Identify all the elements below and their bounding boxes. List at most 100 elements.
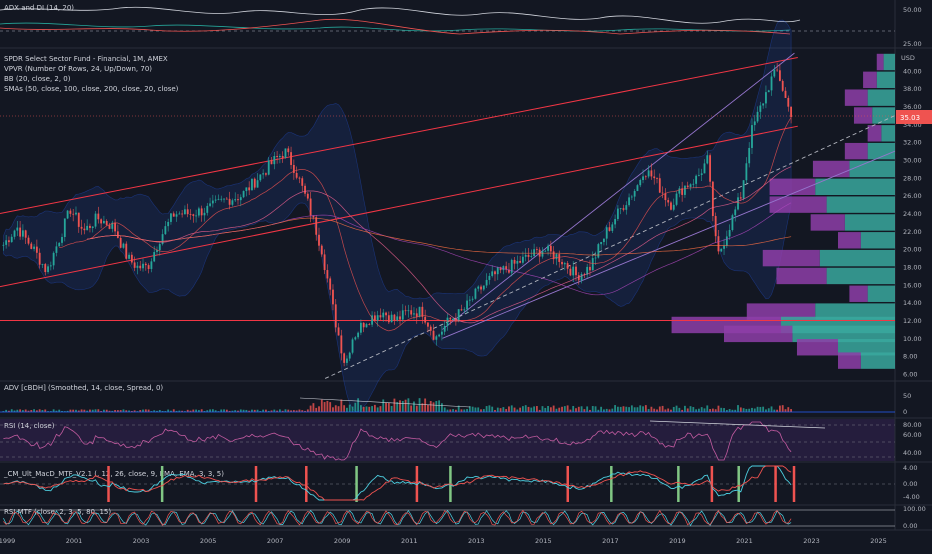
adv-bar: [563, 406, 566, 412]
time-tick: 2021: [736, 537, 753, 545]
candle-body: [5, 240, 8, 245]
candle-body: [656, 178, 658, 179]
candle-body: [413, 313, 415, 315]
rsi-tick-60: 60.00: [903, 431, 922, 439]
candle-body: [572, 266, 575, 276]
adv-bar: [711, 408, 714, 412]
candle-body: [723, 245, 725, 249]
candle-body: [304, 185, 306, 194]
legend-symbol: SPDR Select Sector Fund - Financial, 1M,…: [4, 55, 168, 63]
candle-body: [711, 181, 714, 217]
candle-body: [636, 185, 639, 191]
candle-body: [653, 176, 656, 179]
adv-bar: [681, 409, 684, 412]
adv-bar: [642, 406, 644, 412]
adv-bar: [114, 410, 117, 412]
macd-pane[interactable]: _CM_Ult_MacD_MTF_V2.1 (, 12, 26, close, …: [0, 464, 920, 502]
candle-body: [298, 177, 301, 179]
candle-body: [379, 315, 382, 318]
candle-body: [253, 178, 256, 188]
channel-line-lower: [0, 125, 798, 288]
candle-body: [765, 92, 767, 104]
candle-body: [745, 163, 748, 181]
adv-bar: [577, 406, 580, 412]
adv-bar: [223, 409, 225, 412]
candle-body: [346, 358, 348, 363]
candle-body: [494, 271, 496, 275]
adv-bar: [549, 407, 552, 412]
rsi-pane[interactable]: RSI (14, close) 80.00 60.00 40.00: [0, 420, 922, 461]
candle-body: [725, 236, 728, 246]
candle-body: [505, 266, 508, 270]
candle-body: [259, 174, 262, 181]
main-pane[interactable]: 40.00 38.00 36.00 34.00 32.00 30.00 28.00 26.00…: [0, 19, 932, 412]
candle-body: [200, 208, 203, 216]
adv-bars: [2, 398, 792, 412]
vp-bar-down: [769, 178, 816, 196]
adv-pane[interactable]: ADV [cBDH] (Smoothed, 14, close, Spread,…: [0, 384, 911, 416]
adv-bar: [259, 410, 262, 412]
adv-bar: [368, 406, 371, 412]
rsi-tick-40: 40.00: [903, 449, 922, 457]
candle-body: [404, 310, 407, 312]
candle-body: [170, 213, 172, 222]
vp-bar-down: [724, 325, 793, 343]
adv-bar: [295, 410, 298, 412]
candle-body: [496, 267, 499, 275]
legend-bb: BB (20, close, 2, 0): [4, 75, 71, 83]
candle-body: [270, 160, 273, 165]
adv-bar: [505, 409, 508, 412]
candle-body: [522, 256, 524, 263]
adv-bar: [633, 407, 636, 412]
adv-bar: [242, 409, 245, 412]
vp-bar-down: [838, 232, 861, 249]
price-tick: 40.00: [903, 67, 922, 75]
adv-bar: [689, 406, 692, 412]
adv-bar: [625, 406, 628, 412]
candle-body: [664, 193, 667, 201]
candle-body: [108, 225, 111, 229]
adv-bar: [535, 406, 538, 412]
candle-body: [27, 237, 30, 244]
candle-body: [295, 172, 298, 178]
adv-bar: [10, 409, 13, 412]
candle-body: [650, 170, 653, 177]
rsi-tick-80: 80.00: [903, 421, 922, 429]
rsi-title: RSI (14, close): [4, 422, 55, 430]
adx-pane[interactable]: ADX and DI (14, 20) 50.00 25.00: [0, 4, 922, 48]
candle-body: [446, 317, 449, 326]
adv-bar: [605, 408, 608, 412]
adv-bar: [278, 409, 281, 412]
adv-bar: [429, 400, 432, 412]
candle-body: [586, 266, 589, 275]
adv-bar: [41, 410, 44, 412]
candle-body: [362, 322, 365, 328]
time-tick: 2007: [267, 537, 284, 545]
candle-body: [427, 322, 429, 327]
adv-bar: [460, 409, 463, 412]
adv-bar: [396, 402, 399, 412]
adv-bar: [111, 410, 114, 412]
adv-bar: [418, 398, 421, 412]
adv-bar: [35, 410, 38, 412]
rsi-mtf-pane[interactable]: RSI MTF (close, 2, 3, 5, 80, 15) 100.00 …: [0, 505, 926, 530]
adv-bar: [184, 411, 186, 412]
candle-body: [454, 318, 457, 321]
adv-bar: [474, 407, 477, 412]
time-tick: 1999: [0, 537, 15, 545]
candle-body: [644, 176, 647, 178]
candle-body: [600, 242, 603, 245]
adv-bar: [491, 406, 494, 412]
adv-bar: [647, 409, 650, 412]
legend: SPDR Select Sector Fund - Financial, 1M,…: [4, 55, 179, 93]
adv-bar: [759, 406, 762, 412]
adv-bar: [119, 410, 122, 412]
candle-body: [77, 212, 80, 227]
candle-body: [172, 213, 175, 217]
adv-bar: [211, 409, 214, 412]
adv-bar: [630, 405, 633, 412]
adv-bar: [172, 409, 175, 412]
adv-bar: [616, 406, 619, 412]
candle-body: [577, 275, 580, 281]
